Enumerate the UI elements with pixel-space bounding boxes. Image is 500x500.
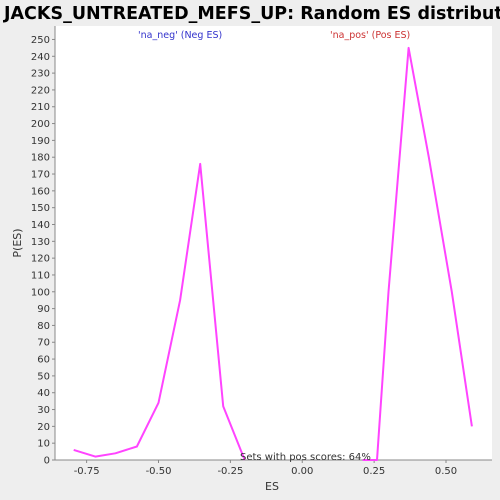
- y-tick-label: 200: [31, 119, 50, 130]
- y-tick-label: 50: [37, 371, 50, 382]
- chart-title: JACKS_UNTREATED_MEFS_UP: Random ES distr…: [3, 4, 500, 24]
- x-axis-label: ES: [265, 480, 279, 493]
- y-tick-label: 60: [37, 355, 50, 366]
- y-tick-label: 30: [37, 405, 50, 416]
- y-tick-label: 20: [37, 422, 50, 433]
- y-tick-label: 100: [31, 287, 50, 298]
- y-tick-label: 70: [37, 338, 50, 349]
- y-tick-label: 90: [37, 304, 50, 315]
- y-tick-label: 140: [31, 220, 50, 231]
- y-tick-label: 210: [31, 102, 50, 113]
- legend-pos: 'na_pos' (Pos ES): [330, 30, 410, 41]
- legend-neg: 'na_neg' (Neg ES): [138, 30, 222, 41]
- y-tick-label: 160: [31, 186, 50, 197]
- x-tick-label: 0.00: [291, 466, 313, 477]
- y-tick-label: 40: [37, 388, 50, 399]
- x-tick-label: -0.50: [146, 466, 172, 477]
- y-tick-label: 0: [44, 456, 50, 467]
- series-line-neg: [73, 162, 246, 461]
- y-tick-label: 230: [31, 69, 50, 80]
- y-tick-label: 220: [31, 85, 50, 96]
- y-tick-label: 120: [31, 254, 50, 265]
- y-tick-label: 130: [31, 237, 50, 248]
- y-tick-label: 170: [31, 170, 50, 181]
- x-tick-label: 0.25: [363, 466, 385, 477]
- y-tick-label: 250: [31, 35, 50, 46]
- x-tick-label: -0.75: [74, 466, 100, 477]
- series-lines: [73, 46, 473, 461]
- y-tick-label: 110: [31, 270, 50, 281]
- x-tick-label: 0.50: [435, 466, 457, 477]
- series-line-pos: [362, 46, 473, 461]
- y-tick-label: 10: [37, 439, 50, 450]
- plot-area: [55, 26, 492, 460]
- y-tick-label: 180: [31, 153, 50, 164]
- y-tick-label: 190: [31, 136, 50, 147]
- y-tick-label: 80: [37, 321, 50, 332]
- y-axis: 0 10 20 30 40 50 60 70 80 90 100 110 120 130 140 150 160…: [31, 26, 56, 467]
- annotation-pos-scores: Sets with pos scores: 64%: [240, 452, 371, 463]
- x-axis: -0.75 -0.50 -0.25 0.00 0.25 0.50: [55, 459, 492, 477]
- y-axis-label: P(ES): [11, 228, 24, 257]
- y-tick-label: 150: [31, 203, 50, 214]
- y-tick-label: 240: [31, 52, 50, 63]
- x-tick-label: -0.25: [217, 466, 243, 477]
